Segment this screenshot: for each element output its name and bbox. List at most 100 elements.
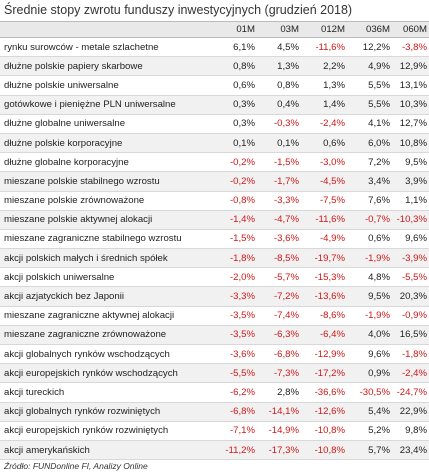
table-row: akcji tureckich -6,2% 2,8% -36,6% -30,5% -24,… [0, 382, 429, 403]
return-value: -4,9% [301, 229, 347, 250]
table-row: mieszane zagraniczne aktywnej alokacji -3… [0, 306, 429, 326]
fund-category: rynku surowców - metale szlachetne [0, 37, 214, 58]
fund-category: akcji polskich uniwersalne [0, 267, 214, 288]
return-value: -8,6% [301, 306, 347, 326]
fund-category: mieszane zagraniczne zrównoważone [0, 325, 214, 346]
return-value: -3,8% [392, 37, 429, 58]
fund-category: akcji europejskich rynków rozwiniętych [0, 421, 214, 441]
return-value: -7,5% [301, 191, 347, 211]
return-value: 0,1% [257, 133, 301, 154]
table-row: akcji amerykańskich -11,2% -17,3% -10,8% 5,7… [0, 440, 429, 461]
table-body: rynku surowców - metale szlachetne 6,1% 4,… [0, 37, 429, 461]
header-cell: 03M [257, 21, 301, 38]
return-value: 0,8% [257, 75, 301, 96]
return-value: 4,8% [347, 267, 392, 288]
fund-category: akcji amerykańskich [0, 440, 214, 461]
return-value: 6,1% [214, 37, 257, 58]
return-value: -17,3% [257, 440, 301, 461]
return-value: -2,0% [214, 267, 257, 288]
return-value: -10,3% [392, 210, 429, 230]
return-value: 6,0% [347, 133, 392, 154]
return-value: -7,3% [257, 363, 301, 384]
return-value: 4,0% [347, 325, 392, 346]
table-row: mieszane polskie stabilnego wzrostu -0,2%… [0, 171, 429, 192]
return-value: -13,6% [301, 286, 347, 307]
table-row: dłużne polskie papiery skarbowe 0,8% 1,3% 2… [0, 56, 429, 77]
return-value: -15,3% [301, 267, 347, 288]
return-value: 5,7% [347, 440, 392, 461]
fund-category: dłużne polskie korporacyjne [0, 133, 214, 154]
table-row: dłużne globalne uniwersalne 0,3% -0,3% -2,4… [0, 114, 429, 134]
fund-category: gotówkowe i pieniężne PLN uniwersalne [0, 95, 214, 115]
fund-category: akcji globalnych rynków wschodzących [0, 344, 214, 365]
return-value: 16,5% [392, 325, 429, 346]
return-value: 0,1% [214, 133, 257, 154]
table-row: rynku surowców - metale szlachetne 6,1% 4,… [0, 37, 429, 58]
return-value: 5,5% [347, 75, 392, 96]
return-value: -4,7% [257, 210, 301, 230]
return-value: -7,1% [214, 421, 257, 441]
return-value: 0,3% [214, 114, 257, 134]
return-value: 4,9% [347, 56, 392, 77]
table-row: dłużne polskie korporacyjne 0,1% 0,1% 0,6% 6… [0, 133, 429, 154]
return-value: -6,4% [301, 325, 347, 346]
return-value: 7,6% [347, 191, 392, 211]
table-row: dłużne polskie uniwersalne 0,6% 0,8% 1,3% 5,… [0, 75, 429, 96]
return-value: -1,8% [392, 344, 429, 365]
fund-category: dłużne polskie uniwersalne [0, 75, 214, 96]
return-value: 5,4% [347, 402, 392, 422]
return-value: -2,4% [301, 114, 347, 134]
return-value: 5,2% [347, 421, 392, 441]
return-value: 7,2% [347, 152, 392, 173]
return-value: -2,4% [392, 363, 429, 384]
return-value: -1,8% [214, 248, 257, 269]
return-value: -1,5% [257, 152, 301, 173]
return-value: -3,3% [257, 191, 301, 211]
return-value: 0,6% [347, 229, 392, 250]
title: Średnie stopy zwrotu funduszy inwestycyj… [4, 3, 353, 17]
header-cell: 060M [392, 21, 429, 38]
fund-category: dłużne polskie papiery skarbowe [0, 56, 214, 77]
return-value: -10,8% [301, 440, 347, 461]
header-cell: 012M [301, 21, 347, 38]
return-value: 0,3% [214, 95, 257, 115]
table-row: akcji europejskich rynków wschodzących -5… [0, 363, 429, 384]
return-value: -0,8% [214, 191, 257, 211]
return-value: 9,5% [347, 286, 392, 307]
fund-category: mieszane polskie zrównoważone [0, 191, 214, 211]
return-value: -0,2% [214, 152, 257, 173]
fund-category: akcji polskich małych i średnich spółek [0, 248, 214, 269]
return-value: -36,6% [301, 382, 347, 403]
return-value: 1,1% [392, 191, 429, 211]
fund-category: mieszane polskie stabilnego wzrostu [0, 171, 214, 192]
return-value: -24,7% [392, 382, 429, 403]
return-value: 4,1% [347, 114, 392, 134]
return-value: 10,8% [392, 133, 429, 154]
return-value: 3,4% [347, 171, 392, 192]
return-value: -5,5% [214, 363, 257, 384]
return-value: -6,8% [214, 402, 257, 422]
return-value: -12,6% [301, 402, 347, 422]
return-value: 9,6% [347, 344, 392, 365]
fund-category: akcji azjatyckich bez Japonii [0, 286, 214, 307]
header-cell-empty [0, 21, 214, 38]
fund-category: dłużne globalne uniwersalne [0, 114, 214, 134]
return-value: 0,9% [347, 363, 392, 384]
return-value: -19,7% [301, 248, 347, 269]
return-value: -3,5% [214, 325, 257, 346]
return-value: -14,1% [257, 402, 301, 422]
return-value: -6,2% [214, 382, 257, 403]
return-value: -4,5% [301, 171, 347, 192]
return-value: -0,2% [214, 171, 257, 192]
return-value: 9,8% [392, 421, 429, 441]
fund-category: akcji tureckich [0, 382, 214, 403]
return-value: 4,5% [257, 37, 301, 58]
source: Źródło: FUNDonline FI, Analizy Online [4, 461, 148, 471]
return-value: 0,6% [214, 75, 257, 96]
return-value: -1,5% [214, 229, 257, 250]
return-value: 20,3% [392, 286, 429, 307]
return-value: 23,4% [392, 440, 429, 461]
return-value: -10,8% [301, 421, 347, 441]
return-value: -14,9% [257, 421, 301, 441]
fund-category: akcji globalnych rynków rozwiniętych [0, 402, 214, 422]
